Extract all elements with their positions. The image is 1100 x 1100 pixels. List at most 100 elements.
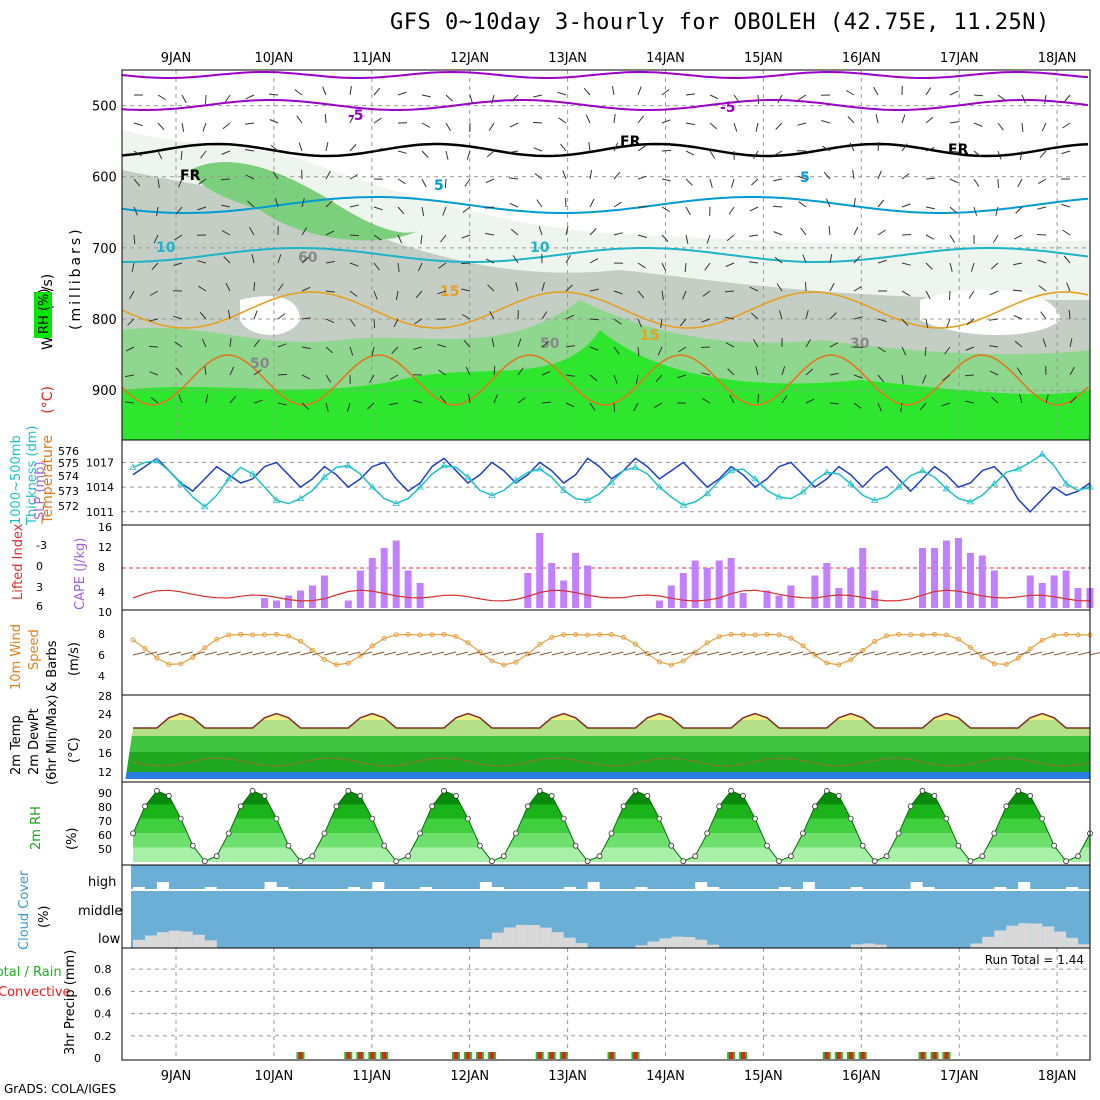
- upper-wind-barb: [853, 402, 862, 409]
- upper-wind-barb: [253, 369, 262, 376]
- surface-wind-barb: [790, 651, 804, 656]
- upper-wind-barb: [901, 203, 911, 208]
- upper-wind-barb: [781, 395, 788, 404]
- upper-wind-barb: [205, 94, 207, 105]
- upper-wind-barb: [229, 366, 235, 376]
- surface-wind-barb: [826, 651, 839, 656]
- cape-bar: [655, 600, 663, 608]
- rh-band: [133, 833, 1090, 848]
- temp-tick: 20: [98, 728, 112, 741]
- temp2m-chart: 28 24 20 16 12 2m Temp 2m DewPt (6hr Min/Max) (°…: [9, 690, 1091, 785]
- upper-wind-barb: [901, 234, 912, 236]
- precip-total-label: Total / Rain: [0, 965, 62, 980]
- upper-wind-barb: [133, 178, 141, 187]
- upper-wind-barb: [805, 339, 812, 348]
- cape-bar: [1026, 575, 1034, 608]
- upper-wind-barb: [373, 290, 378, 300]
- upper-wind-barb: [373, 87, 381, 96]
- upper-wind-barb: [349, 204, 359, 208]
- low-cloud-bar: [1078, 944, 1090, 948]
- upper-wind-barb: [729, 394, 735, 404]
- upper-wind-barb: [466, 150, 471, 160]
- upper-wind-barb: [1016, 367, 1023, 376]
- low-cloud-bar: [695, 939, 708, 948]
- upper-wind-barb: [180, 150, 183, 161]
- upper-wind-barb: [325, 142, 329, 152]
- upper-wind-barb: [205, 394, 209, 404]
- upper-wind-barb: [637, 346, 640, 357]
- upper-wind-barb: [749, 234, 759, 237]
- upper-wind-barb: [725, 262, 735, 267]
- slp-series-line: [132, 457, 1091, 513]
- upper-wind-barb: [485, 258, 495, 264]
- temp-contour-freezing: [121, 142, 1089, 158]
- upper-wind-barb: [989, 370, 999, 376]
- rh-tick: 90: [98, 787, 112, 800]
- upper-wind-barb: [661, 206, 671, 212]
- upper-wind-barb: [301, 286, 311, 292]
- wind-speed-point: [298, 638, 303, 644]
- upper-wind-barb: [968, 290, 975, 299]
- upper-wind-barb: [367, 402, 375, 410]
- temperature-unit-label: (°C): [40, 386, 56, 414]
- upper-wind-barb: [1013, 262, 1023, 266]
- upper-wind-barb: [925, 116, 934, 124]
- upper-wind-barb: [901, 318, 909, 327]
- upper-wind-barb: [661, 290, 664, 300]
- surface-wind-barb: [551, 651, 564, 656]
- upper-wind-barb: [797, 175, 807, 180]
- thickness-point: [129, 463, 137, 470]
- upper-wind-barb: [245, 174, 255, 180]
- convective-precip-bar: [477, 1052, 482, 1059]
- rh-point: [130, 830, 136, 837]
- upper-wind-barb: [941, 402, 951, 407]
- cloud-high-label: high: [88, 875, 116, 890]
- low-cloud-bar: [1054, 931, 1067, 948]
- upper-wind-barb: [301, 256, 310, 264]
- upper-wind-barb: [829, 342, 839, 348]
- surface-wind-barb: [1077, 651, 1091, 656]
- rh-point: [704, 830, 711, 837]
- upper-wind-barb: [275, 198, 279, 208]
- precip-tick: 0.8: [94, 963, 112, 976]
- surface-wind-barb: [874, 651, 887, 656]
- upper-wind-barb: [805, 310, 809, 320]
- upper-wind-barb: [925, 290, 931, 300]
- surface-wind-barb: [467, 651, 481, 656]
- upper-wind-barb: [685, 150, 695, 156]
- upper-wind-barb: [682, 290, 687, 300]
- cape-bar: [715, 560, 723, 608]
- upper-wind-barb: [349, 114, 355, 124]
- rh-point: [142, 803, 148, 810]
- rh-point: [895, 830, 902, 837]
- wind-speed-point: [632, 641, 638, 647]
- upper-wind-barb: [877, 229, 886, 236]
- rh-point: [632, 787, 639, 794]
- upper-wind-barb: [1040, 311, 1047, 320]
- upper-wind-barb: [700, 346, 711, 348]
- cape-bar: [931, 548, 938, 608]
- upper-wind-barb: [174, 234, 183, 241]
- upper-wind-barb: [965, 400, 975, 404]
- contour-label: FR: [180, 168, 201, 184]
- upper-wind-barb: [461, 314, 471, 320]
- upper-wind-barb: [149, 318, 159, 322]
- upper-wind-barb: [800, 227, 807, 236]
- rh-point: [189, 842, 196, 849]
- rh-point: [560, 815, 567, 822]
- upper-wind-barb: [775, 122, 783, 130]
- rh-point: [740, 792, 746, 799]
- cape-bar: [548, 563, 556, 608]
- thickness-point: [894, 483, 903, 490]
- date-label-bottom: 12JAN: [450, 1069, 489, 1084]
- upper-wind-barb: [637, 86, 642, 96]
- upper-wind-barb: [877, 318, 887, 323]
- surface-wind-barb: [288, 651, 301, 656]
- surface-wind-barb: [563, 651, 576, 656]
- upper-wind-barb: [829, 372, 839, 376]
- upper-wind-barb: [415, 290, 423, 299]
- upper-wind-barb: [589, 288, 599, 292]
- rh-point: [393, 858, 400, 865]
- upper-wind-barb: [421, 206, 425, 216]
